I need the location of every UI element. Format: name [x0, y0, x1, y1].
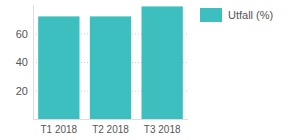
legend-label: Utfall (%) — [228, 9, 273, 21]
legend-swatch — [200, 8, 222, 22]
x-tick-label: T3 2018 — [144, 124, 181, 135]
bar — [142, 6, 183, 119]
y-tick-label: 40 — [16, 56, 28, 68]
bar — [90, 16, 131, 119]
x-tick-label: T2 2018 — [92, 124, 129, 135]
y-axis-line — [33, 5, 34, 119]
y-tick-label: 60 — [16, 28, 28, 40]
chart: 20 40 60 T1 2018 T2 2018 T3 2018 Utfall (%) — [0, 0, 300, 140]
x-axis-line — [33, 119, 188, 120]
bars — [38, 6, 183, 119]
bar — [38, 16, 79, 119]
x-tick-label: T1 2018 — [40, 124, 77, 135]
y-tick-label: 20 — [16, 85, 28, 97]
